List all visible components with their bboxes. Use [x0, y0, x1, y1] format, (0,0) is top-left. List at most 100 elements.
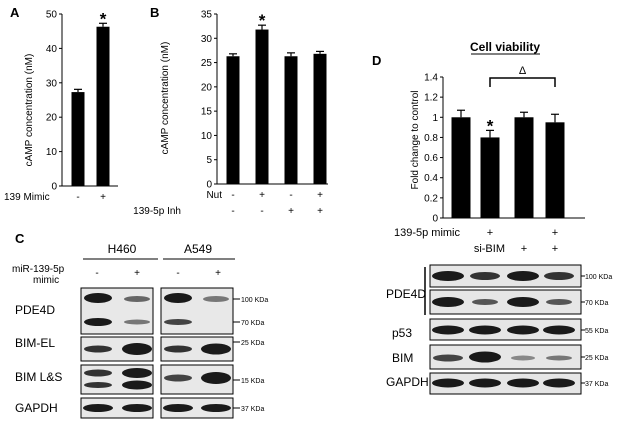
cell-line-a549: A549 [184, 242, 212, 256]
marker-d-37: 37 KDa [585, 381, 608, 388]
band [164, 345, 192, 353]
y-tick-label: 0 [51, 182, 57, 193]
band [164, 293, 192, 303]
bar [226, 56, 240, 184]
blot-c-h460-gapdh-frame [80, 397, 154, 419]
band [469, 378, 501, 388]
band [472, 299, 498, 305]
marker-c-25: 25 KDa [241, 340, 264, 347]
blot-c-label-gapdh: GAPDH [15, 401, 58, 415]
band [201, 372, 231, 384]
band [84, 369, 112, 377]
y-tick-label: 0 [432, 214, 438, 225]
band [507, 271, 539, 281]
comparison-symbol: Δ [519, 65, 527, 77]
y-tick-label: 40 [46, 44, 58, 55]
y-tick-label: 5 [206, 155, 212, 166]
panel-a-plot: 0 10 20 30 40 50 * [46, 9, 118, 193]
band [470, 272, 500, 280]
band [164, 374, 192, 382]
y-tick-label: 20 [46, 113, 58, 124]
bar [71, 92, 85, 186]
band [469, 351, 501, 363]
panel-d-row-label-sibim: si-BIM [474, 243, 505, 255]
blot-c-label-pde4d: PDE4D [15, 303, 55, 317]
marker-c-37: 37 KDa [241, 406, 264, 413]
panel-b: B cAMP concentration (nM) 0 5 10 15 20 25 30 35… [133, 5, 328, 217]
y-tick-label: 0.2 [424, 193, 438, 204]
blot-c-markers: 100 KDa 70 KDa 25 KDa 15 KDa 37 KDa [233, 297, 268, 413]
band [543, 325, 575, 335]
marker-d-70: 70 KDa [585, 300, 608, 307]
panel-letter-a: A [10, 5, 20, 20]
bar [255, 29, 269, 184]
y-tick-label: 30 [46, 78, 58, 89]
row-sign: - [231, 190, 234, 201]
blot-c-h460-bands [83, 293, 152, 412]
significance-marker: * [100, 9, 107, 28]
y-tick-label: 20 [201, 82, 213, 93]
band [163, 404, 193, 412]
y-tick-label: 50 [46, 10, 58, 21]
panel-d: D Cell viability Fold change to control … [372, 40, 612, 395]
band [543, 378, 575, 388]
y-tick-label: 30 [201, 34, 213, 45]
y-tick-label: 0 [206, 180, 212, 191]
y-tick-label: 35 [201, 10, 213, 21]
marker-d-100: 100 KDa [585, 274, 612, 281]
y-tick-label: 0.8 [424, 133, 438, 144]
band [469, 325, 501, 335]
significance-marker: * [259, 11, 266, 30]
band [507, 325, 539, 335]
lane-sign-1: - [95, 268, 98, 279]
y-tick-label: 0.6 [424, 153, 438, 164]
row-sign: + [259, 190, 265, 201]
panel-b-row-signs: - + - + - - + + [231, 190, 323, 217]
blot-c-label-bim-el: BIM-EL [15, 336, 55, 350]
band [433, 354, 463, 362]
blot-d-markers: 100 KDa 70 KDa 55 KDa 25 KDa 37 KDa [581, 274, 612, 388]
panel-d-plot: 0 0.2 0.4 0.6 0.8 1 1.2 1.4 * Δ [424, 65, 585, 225]
bar [284, 56, 298, 184]
bar [545, 122, 565, 218]
band [546, 355, 572, 361]
panel-a-row-label: 139 Mimic [4, 192, 50, 203]
blot-d-label-p53: p53 [392, 326, 412, 340]
y-tick-label: 10 [46, 147, 58, 158]
blot-c-label-bim-ls: BIM L&S [15, 370, 62, 384]
y-tick-label: 1 [432, 113, 438, 124]
marker-c-15: 15 KDa [241, 378, 264, 385]
lane-sign-2: + [134, 268, 140, 279]
band [122, 404, 152, 412]
blot-c-a549-bands [163, 293, 231, 412]
bar [514, 117, 534, 218]
band [432, 325, 464, 335]
panel-b-plot: 0 5 10 15 20 25 30 35 * [201, 10, 328, 191]
panel-b-row-label-nut: Nut [206, 190, 222, 201]
band [507, 297, 539, 307]
y-tick-label: 1.4 [424, 73, 438, 84]
band [124, 319, 150, 325]
panel-d-y-axis-label: Fold change to control [410, 91, 421, 190]
band [511, 355, 535, 361]
y-tick-label: 0.4 [424, 173, 438, 184]
bar [96, 26, 110, 187]
panel-d-row-signs: + + + + [487, 227, 558, 255]
band [203, 296, 229, 302]
band [84, 318, 112, 326]
row-sign: - [231, 206, 234, 217]
y-tick-label: 1.2 [424, 93, 438, 104]
marker-d-55: 55 KDa [585, 328, 608, 335]
band [164, 319, 192, 325]
lane-sign-4: + [215, 268, 221, 279]
band [201, 404, 231, 412]
panel-a-row-sign-2: + [100, 192, 106, 203]
blot-d-label-bim: BIM [392, 351, 413, 365]
band [84, 345, 112, 353]
band [124, 296, 150, 302]
marker-c-100: 100 KDa [241, 297, 268, 304]
y-tick-label: 25 [201, 58, 213, 69]
band [122, 380, 152, 390]
cell-line-h460: H460 [108, 242, 137, 256]
